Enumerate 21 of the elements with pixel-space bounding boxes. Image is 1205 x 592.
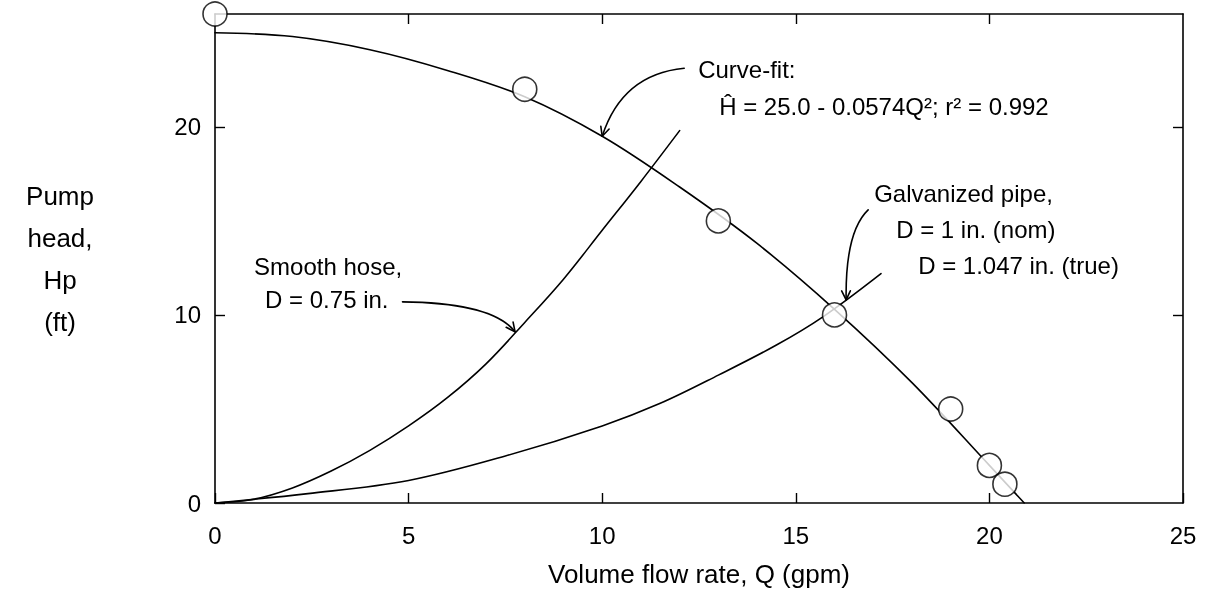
point — [821, 302, 848, 328]
point — [511, 76, 538, 103]
annotation: Galvanized pipe, D = 1 in. (nom) D = 1.047 in. (true) — [874, 179, 1119, 279]
point — [992, 471, 1018, 497]
point — [705, 208, 732, 234]
y-axis-title: Pump head, Hp (ft) — [26, 180, 94, 337]
x-tick-label: 0 — [208, 521, 222, 549]
point — [937, 396, 964, 422]
annotation: Curve-fit: Ĥ = 25.0 - 0.0574Q²; r² = 0.992 — [698, 56, 1049, 121]
annotation: Smooth hose, D = 0.75 in. — [254, 252, 403, 313]
x-tick-label: 20 — [976, 521, 1003, 549]
x-tick-label: 5 — [401, 521, 416, 549]
x-tick-label: 10 — [588, 521, 616, 549]
x-axis-title: Volume flow rate, Q (gpm) — [548, 559, 850, 589]
x-tick-label: 15 — [782, 521, 810, 549]
y-tick-label: 20 — [174, 113, 201, 141]
y-tick-label: 10 — [174, 301, 201, 329]
point — [202, 1, 228, 27]
point — [976, 452, 1003, 479]
y-tick-label: 0 — [187, 489, 201, 517]
x-tick-label: 25 — [1169, 521, 1197, 549]
